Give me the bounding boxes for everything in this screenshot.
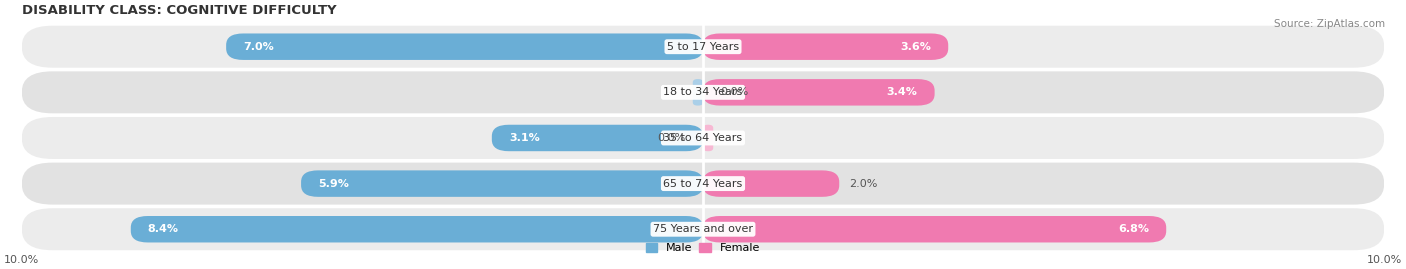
FancyBboxPatch shape bbox=[21, 71, 1385, 113]
FancyBboxPatch shape bbox=[703, 170, 839, 197]
Text: 3.6%: 3.6% bbox=[900, 42, 931, 52]
FancyBboxPatch shape bbox=[703, 125, 713, 151]
FancyBboxPatch shape bbox=[131, 216, 703, 242]
Text: Source: ZipAtlas.com: Source: ZipAtlas.com bbox=[1274, 19, 1385, 29]
Text: 5.9%: 5.9% bbox=[318, 179, 349, 189]
FancyBboxPatch shape bbox=[492, 125, 703, 151]
Legend: Male, Female: Male, Female bbox=[641, 239, 765, 258]
FancyBboxPatch shape bbox=[21, 26, 1385, 68]
FancyBboxPatch shape bbox=[21, 117, 1385, 159]
Text: 5 to 17 Years: 5 to 17 Years bbox=[666, 42, 740, 52]
FancyBboxPatch shape bbox=[21, 163, 1385, 205]
FancyBboxPatch shape bbox=[703, 33, 948, 60]
Text: 18 to 34 Years: 18 to 34 Years bbox=[664, 87, 742, 97]
Text: 2.0%: 2.0% bbox=[849, 179, 877, 189]
Text: 7.0%: 7.0% bbox=[243, 42, 274, 52]
Text: 65 to 74 Years: 65 to 74 Years bbox=[664, 179, 742, 189]
Text: 3.1%: 3.1% bbox=[509, 133, 540, 143]
Text: 6.8%: 6.8% bbox=[1118, 224, 1149, 234]
FancyBboxPatch shape bbox=[703, 79, 935, 105]
Text: 3.4%: 3.4% bbox=[887, 87, 918, 97]
FancyBboxPatch shape bbox=[693, 79, 703, 105]
Text: 0.0%: 0.0% bbox=[658, 133, 686, 143]
FancyBboxPatch shape bbox=[301, 170, 703, 197]
Text: 75 Years and over: 75 Years and over bbox=[652, 224, 754, 234]
Text: 35 to 64 Years: 35 to 64 Years bbox=[664, 133, 742, 143]
Text: 0.0%: 0.0% bbox=[720, 87, 748, 97]
FancyBboxPatch shape bbox=[21, 208, 1385, 250]
FancyBboxPatch shape bbox=[703, 216, 1166, 242]
FancyBboxPatch shape bbox=[226, 33, 703, 60]
Text: DISABILITY CLASS: COGNITIVE DIFFICULTY: DISABILITY CLASS: COGNITIVE DIFFICULTY bbox=[21, 4, 336, 17]
Text: 8.4%: 8.4% bbox=[148, 224, 179, 234]
